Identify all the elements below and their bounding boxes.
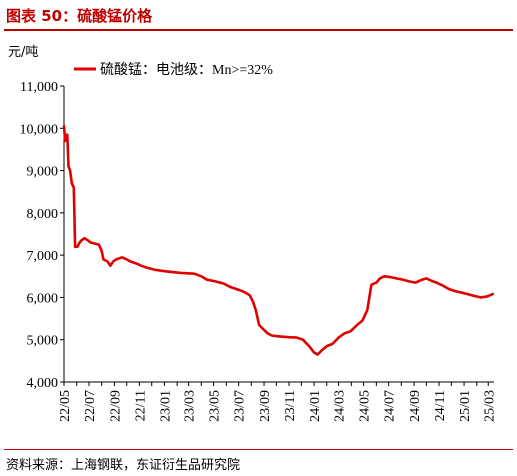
x-tick-label: 24/11 xyxy=(433,390,448,421)
chart-legend: 硫酸锰：电池级：Mn>=32% xyxy=(74,62,273,78)
figure-title: 图表 50：硫酸锰价格 xyxy=(6,7,153,25)
y-tick-label: 11,000 xyxy=(20,80,58,95)
x-tick-label: 25/03 xyxy=(482,390,497,422)
x-tick-label: 24/01 xyxy=(308,390,323,422)
legend-label: 硫酸锰：电池级：Mn>=32% xyxy=(100,62,273,78)
x-tick-label: 23/01 xyxy=(158,390,173,422)
x-tick-label: 22/05 xyxy=(58,390,73,422)
x-tick-label: 23/07 xyxy=(233,390,248,422)
x-tick-label: 24/07 xyxy=(383,390,398,422)
y-tick-label: 10,000 xyxy=(20,122,59,137)
x-tick-label: 22/09 xyxy=(108,390,123,422)
source-note: 资料来源：上海钢联，东证衍生品研究院 xyxy=(6,458,241,473)
x-tick-label: 24/05 xyxy=(358,390,373,422)
x-tick-label: 23/03 xyxy=(183,390,198,422)
x-tick-label: 22/11 xyxy=(133,390,148,421)
x-tick-label: 23/05 xyxy=(208,390,223,422)
y-tick-label: 4,000 xyxy=(27,376,59,391)
x-tick-label: 25/01 xyxy=(458,390,473,422)
x-tick-label: 24/09 xyxy=(408,390,423,422)
title-divider xyxy=(4,29,513,31)
y-axis-ticks: 4,000 5,000 6,000 7,000 8,000 9,000 10,000 11,0… xyxy=(20,80,64,391)
x-tick-label: 24/03 xyxy=(333,390,348,422)
series-layer xyxy=(62,124,495,356)
x-tick-label: 23/11 xyxy=(283,390,298,421)
series-line xyxy=(62,124,495,356)
y-tick-label: 8,000 xyxy=(27,207,59,222)
y-axis-unit-label: 元/吨 xyxy=(8,45,38,60)
y-tick-label: 7,000 xyxy=(27,249,59,264)
x-tick-label: 23/09 xyxy=(258,390,273,422)
x-axis-ticks: 22/05 22/07 22/09 22/11 23/01 23/03 23/05 23/07… xyxy=(58,382,497,422)
y-tick-label: 9,000 xyxy=(27,165,59,180)
x-tick-label: 22/07 xyxy=(83,390,98,422)
y-tick-label: 6,000 xyxy=(27,291,59,306)
source-divider xyxy=(4,449,513,450)
y-tick-label: 5,000 xyxy=(27,334,59,349)
